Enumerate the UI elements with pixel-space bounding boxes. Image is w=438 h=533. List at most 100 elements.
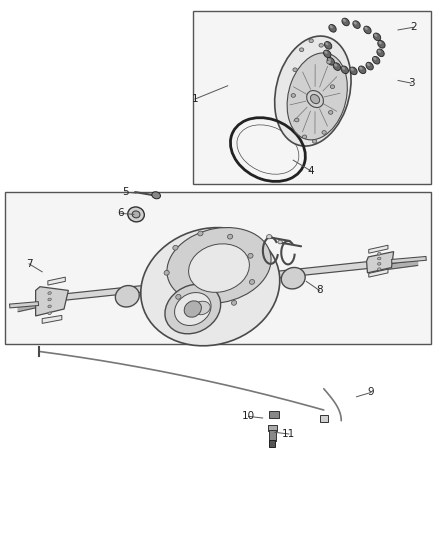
Ellipse shape <box>128 207 145 222</box>
Ellipse shape <box>311 94 320 103</box>
Ellipse shape <box>287 53 347 140</box>
Bar <box>268 425 277 431</box>
Ellipse shape <box>378 253 381 255</box>
Ellipse shape <box>281 268 305 289</box>
Ellipse shape <box>319 43 323 47</box>
Ellipse shape <box>353 21 357 25</box>
Ellipse shape <box>325 51 328 54</box>
Text: 7: 7 <box>26 259 32 269</box>
Ellipse shape <box>333 63 341 70</box>
Ellipse shape <box>330 25 333 28</box>
Ellipse shape <box>378 41 382 44</box>
Text: 3: 3 <box>408 78 414 88</box>
Ellipse shape <box>327 58 335 65</box>
Ellipse shape <box>364 26 371 34</box>
Ellipse shape <box>327 60 331 64</box>
Ellipse shape <box>334 63 337 67</box>
Polygon shape <box>62 261 372 301</box>
Ellipse shape <box>328 58 331 61</box>
Ellipse shape <box>322 131 326 134</box>
Polygon shape <box>369 269 388 277</box>
Ellipse shape <box>342 18 349 26</box>
Ellipse shape <box>165 284 221 334</box>
Ellipse shape <box>350 67 357 75</box>
Ellipse shape <box>176 294 181 299</box>
Polygon shape <box>35 287 68 316</box>
Bar <box>5 192 431 344</box>
Polygon shape <box>48 277 65 285</box>
Ellipse shape <box>198 231 203 236</box>
Ellipse shape <box>48 305 51 308</box>
Bar <box>269 411 279 418</box>
Ellipse shape <box>295 118 299 122</box>
Ellipse shape <box>231 301 237 305</box>
Ellipse shape <box>48 292 51 294</box>
Ellipse shape <box>278 240 283 244</box>
Ellipse shape <box>175 293 211 326</box>
Text: 5: 5 <box>122 187 128 197</box>
Polygon shape <box>18 296 64 312</box>
Ellipse shape <box>325 42 328 45</box>
Ellipse shape <box>202 306 208 311</box>
Ellipse shape <box>342 67 345 70</box>
Ellipse shape <box>173 245 178 250</box>
Ellipse shape <box>275 36 351 146</box>
Ellipse shape <box>378 50 381 53</box>
Polygon shape <box>367 252 394 273</box>
Text: 4: 4 <box>307 166 314 176</box>
Ellipse shape <box>167 228 271 303</box>
Polygon shape <box>42 316 62 324</box>
Ellipse shape <box>237 125 299 174</box>
Ellipse shape <box>329 25 336 32</box>
Ellipse shape <box>48 298 51 301</box>
Ellipse shape <box>293 68 297 71</box>
Ellipse shape <box>227 234 233 239</box>
Ellipse shape <box>307 91 323 108</box>
Ellipse shape <box>374 34 378 37</box>
Bar <box>269 440 276 447</box>
Ellipse shape <box>193 301 210 314</box>
Text: 2: 2 <box>410 22 417 33</box>
Text: 11: 11 <box>282 429 296 439</box>
Ellipse shape <box>291 94 296 98</box>
Text: 1: 1 <box>192 94 198 104</box>
Ellipse shape <box>377 49 384 56</box>
Ellipse shape <box>330 85 335 88</box>
Ellipse shape <box>378 268 381 270</box>
Bar <box>320 415 328 422</box>
Ellipse shape <box>164 270 169 275</box>
Ellipse shape <box>302 135 307 139</box>
Ellipse shape <box>359 66 366 74</box>
Ellipse shape <box>324 50 331 58</box>
Ellipse shape <box>359 67 363 70</box>
Ellipse shape <box>378 41 385 48</box>
Ellipse shape <box>364 27 368 30</box>
Text: 6: 6 <box>117 208 124 219</box>
Ellipse shape <box>309 39 313 43</box>
Ellipse shape <box>189 244 249 292</box>
Ellipse shape <box>312 140 317 143</box>
Ellipse shape <box>373 33 381 41</box>
Ellipse shape <box>184 301 201 317</box>
Ellipse shape <box>328 110 333 114</box>
Ellipse shape <box>372 56 380 64</box>
Text: 9: 9 <box>367 387 374 398</box>
Ellipse shape <box>343 19 346 22</box>
Ellipse shape <box>267 235 272 239</box>
Ellipse shape <box>373 57 377 60</box>
Polygon shape <box>370 260 418 272</box>
Ellipse shape <box>141 228 280 346</box>
Ellipse shape <box>378 257 381 260</box>
Ellipse shape <box>350 68 354 71</box>
Ellipse shape <box>48 312 51 314</box>
Ellipse shape <box>341 66 349 74</box>
Text: 10: 10 <box>242 411 255 422</box>
Ellipse shape <box>248 253 253 258</box>
Bar <box>269 430 276 441</box>
Ellipse shape <box>249 279 254 284</box>
Ellipse shape <box>132 211 140 218</box>
Ellipse shape <box>152 192 160 199</box>
Polygon shape <box>369 245 388 253</box>
Text: 8: 8 <box>316 286 323 295</box>
Ellipse shape <box>353 21 360 28</box>
